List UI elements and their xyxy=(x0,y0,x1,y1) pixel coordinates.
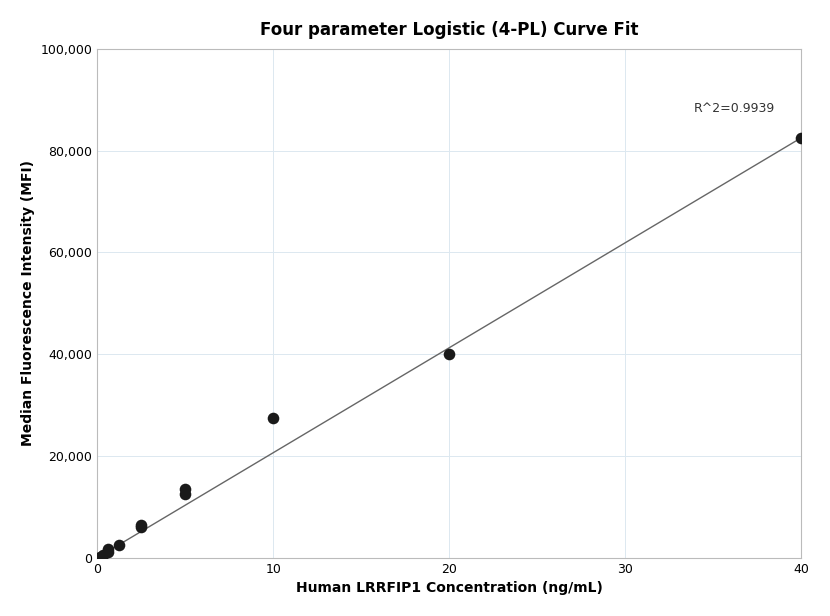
Point xyxy=(93,552,106,562)
Point xyxy=(178,489,192,499)
Title: Four parameter Logistic (4-PL) Curve Fit: Four parameter Logistic (4-PL) Curve Fit xyxy=(260,21,638,39)
Text: R^2=0.9939: R^2=0.9939 xyxy=(694,102,775,115)
Point xyxy=(101,547,115,557)
Point xyxy=(96,550,110,560)
Y-axis label: Median Fluorescence Intensity (MFI): Median Fluorescence Intensity (MFI) xyxy=(21,160,35,446)
Point xyxy=(134,522,148,532)
Point xyxy=(178,484,192,494)
Point xyxy=(101,544,115,554)
X-axis label: Human LRRFIP1 Concentration (ng/mL): Human LRRFIP1 Concentration (ng/mL) xyxy=(295,581,603,595)
Point xyxy=(794,133,808,143)
Point xyxy=(442,349,456,359)
Point xyxy=(266,413,280,423)
Point xyxy=(113,540,126,550)
Point xyxy=(134,520,148,530)
